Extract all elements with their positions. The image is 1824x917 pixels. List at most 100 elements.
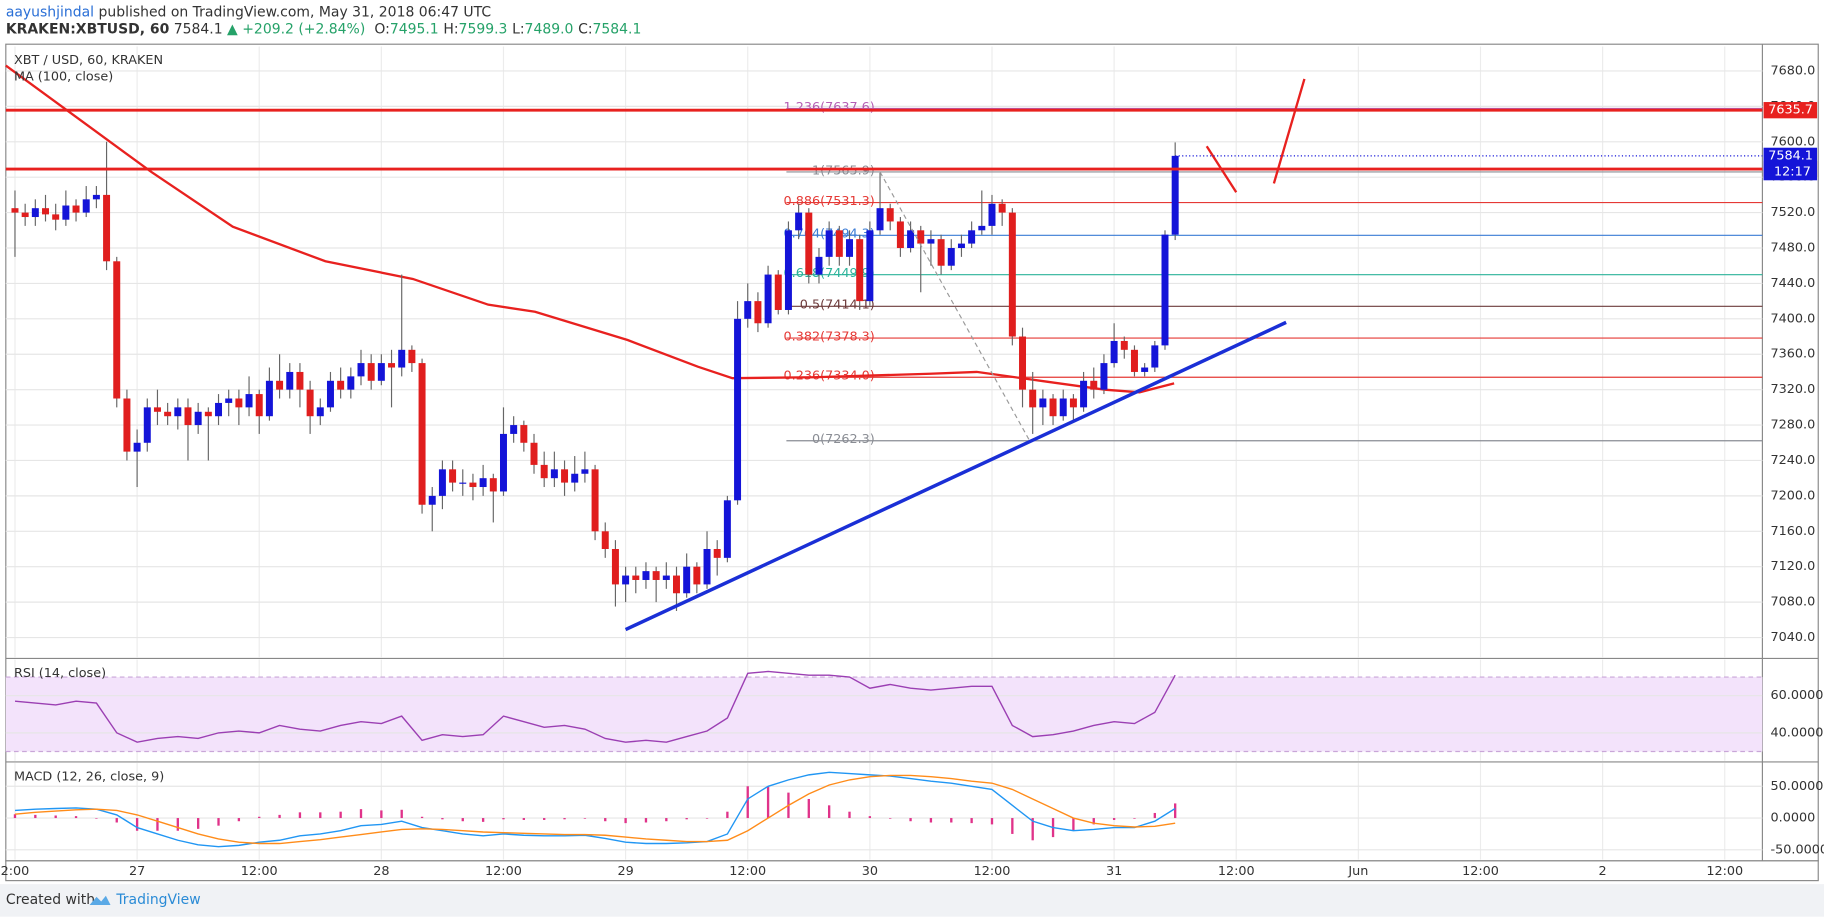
macd-hist-bar <box>258 816 261 819</box>
candle-body <box>1039 398 1047 408</box>
macd-hist-bar <box>1174 803 1177 819</box>
candle-body <box>1130 349 1138 372</box>
macd-hist-bar <box>339 811 342 819</box>
trend-line <box>1272 78 1306 184</box>
y-tick-label: 7480.0 <box>1771 241 1816 256</box>
candle-body <box>713 548 721 558</box>
candle-body <box>866 230 874 302</box>
candle-body <box>957 243 965 249</box>
y-tick-label: 0.0000 <box>1771 811 1816 826</box>
footer: Created with TradingView <box>0 884 1824 917</box>
candle-body <box>510 425 518 434</box>
header: aayushjindal published on TradingView.co… <box>6 3 642 38</box>
macd-hist-bar <box>461 818 464 822</box>
macd-hist-bar <box>481 818 485 822</box>
ohlc-value: 7584.1 <box>592 20 642 38</box>
candle-body <box>225 398 233 403</box>
y-tick-label: 7520.0 <box>1771 205 1816 220</box>
macd-hist-bar <box>909 818 912 822</box>
macd-line <box>14 774 1176 845</box>
macd-hist-bar <box>929 818 933 823</box>
candle-body <box>998 203 1006 213</box>
price-tag-label: 7635.7 <box>1768 103 1813 118</box>
candle-body <box>601 531 609 549</box>
author-link[interactable]: aayushjindal <box>5 3 95 20</box>
macd-hist-bar <box>868 816 872 819</box>
y-tick-label: 7240.0 <box>1771 453 1816 468</box>
logo <box>89 895 111 906</box>
candle-body <box>530 442 538 465</box>
candle-body <box>347 376 355 390</box>
y-tick-label: 7200.0 <box>1771 488 1816 503</box>
macd-hist-bar <box>1112 818 1116 820</box>
macd-hist-bar <box>441 818 444 820</box>
x-tick-label: 12:00 <box>729 864 766 879</box>
macd-hist-bar <box>237 818 241 822</box>
candle-body <box>296 371 304 390</box>
x-tick-label: 2:00 <box>1 864 30 879</box>
created-with: Created with <box>5 891 96 908</box>
macd-hist-bar <box>1133 818 1136 819</box>
x-tick-label: 2 <box>1599 864 1607 879</box>
ma-line <box>5 64 1175 394</box>
candle-body <box>907 230 915 249</box>
candle-body <box>438 469 446 496</box>
y-tick-label: 50.0000 <box>1771 779 1824 794</box>
macd-hist-bar <box>135 818 139 831</box>
candle-body <box>896 221 904 249</box>
candle-body <box>591 469 599 532</box>
candle-body <box>1080 380 1088 408</box>
symbol: KRAKEN:XBTUSD, 60 <box>5 20 170 38</box>
macd-hist-bar <box>95 818 98 819</box>
candle-body <box>520 425 528 443</box>
macd-hist-bar <box>726 811 729 819</box>
candle-body <box>377 363 385 381</box>
candle-body <box>876 208 884 231</box>
ohlc-value: 7599.3 <box>458 20 508 38</box>
candle-body <box>622 575 630 585</box>
candle-body <box>937 239 945 266</box>
candle-body <box>1090 380 1098 390</box>
candle-body <box>815 256 823 275</box>
candle-body <box>52 214 60 220</box>
x-tick-label: 29 <box>617 864 633 879</box>
macd-hist-bar <box>624 818 627 824</box>
price-tag-label: 7584.1 <box>1768 148 1813 163</box>
brand[interactable]: TradingView <box>116 891 201 908</box>
candle-body <box>418 363 426 505</box>
candle-body <box>408 349 416 364</box>
x-tick-label: Jun <box>1347 864 1368 879</box>
candle-body <box>92 194 100 200</box>
rsi-line <box>14 670 1176 743</box>
candle-body <box>337 380 345 390</box>
macd-hist-bar <box>970 818 973 824</box>
x-tick-label: 12:00 <box>485 864 522 879</box>
macd-hist-bar <box>400 809 403 819</box>
candle-body <box>153 407 161 412</box>
candle-body <box>21 212 29 218</box>
macd-hist-bar <box>13 814 17 819</box>
candle-body <box>245 394 253 408</box>
macd-hist-bar <box>115 818 118 823</box>
candle-body <box>367 363 375 381</box>
candle-body <box>947 248 955 266</box>
ohlc: O:7495.1 H:7599.3 L:7489.0 C:7584.1 <box>370 20 642 38</box>
candle-body <box>886 208 894 222</box>
candle-body <box>72 205 80 213</box>
macd-hist-bar <box>1011 818 1014 834</box>
y-tick-label: 7080.0 <box>1771 595 1816 610</box>
macd-hist-bar <box>950 818 953 823</box>
x-tick-label: 31 <box>1106 864 1122 879</box>
candle-body <box>764 274 772 324</box>
candle-body <box>571 473 579 483</box>
candle-body <box>703 548 711 585</box>
macd-hist-bar <box>1092 818 1095 825</box>
candle-body <box>62 205 70 220</box>
fib-label: 0.382(7378.3) <box>784 329 875 344</box>
candle-body <box>1059 398 1067 417</box>
candle-body <box>856 239 864 302</box>
candle-body <box>479 478 487 488</box>
candle-body <box>499 433 507 492</box>
macd-hist-bar <box>705 818 709 819</box>
candle-body <box>398 349 406 368</box>
